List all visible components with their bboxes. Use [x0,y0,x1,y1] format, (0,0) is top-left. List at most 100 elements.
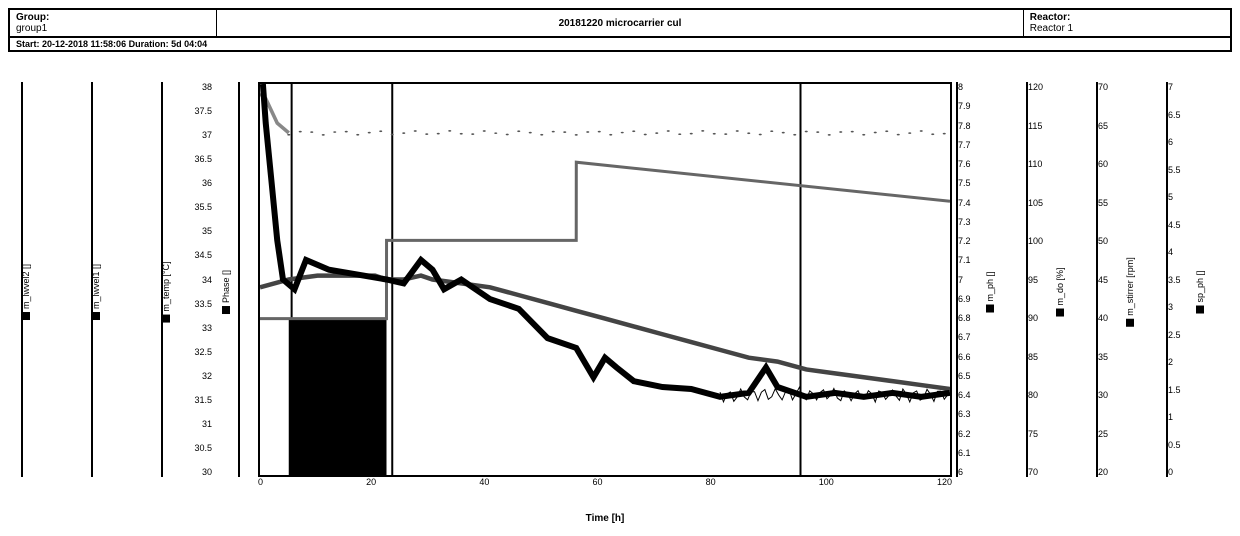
axis-label: m_stirrer [rpm] [1125,257,1135,327]
tick-label: 120 [1028,82,1043,92]
tick-label: 85 [1028,352,1043,362]
start-duration-bar: Start: 20-12-2018 11:58:06 Duration: 5d … [8,38,1232,52]
tick-label: 60 [1098,159,1108,169]
tick-label: 6.5 [1168,110,1181,120]
tick-label: 31.5 [194,395,212,405]
tick-label: 37 [194,130,212,140]
tick-label: 6.2 [958,429,971,439]
tick-label: 7.7 [958,140,971,150]
tick-label: 5 [1168,192,1181,202]
x-tick: 40 [479,477,489,502]
axis-label: m_lwvel2 [] [21,264,31,320]
tick-label: 100 [1028,236,1043,246]
tick-label: 6 [1168,137,1181,147]
tick-label: 0.5 [1168,440,1181,450]
axis-label: m_temp [°C] [161,261,171,322]
tick-label: 8 [958,82,971,92]
x-axis-ticks: 020406080100120 [258,477,952,502]
tick-label: 50 [1098,236,1108,246]
tick-label: 90 [1028,313,1043,323]
x-tick: 120 [937,477,952,502]
tick-label: 38 [194,82,212,92]
x-tick: 20 [366,477,376,502]
plot-area [258,82,952,477]
tick-label: 6 [958,467,971,477]
axis-spph: sp_ph [] 7 6.5 6 5.5 5 4.5 4 3.5 3 2.5 2 1.5 1 0.5 0 [1162,82,1232,502]
tick-label: 65 [1098,121,1108,131]
axis-label: m_ph [] [985,271,995,312]
tick-label: 115 [1028,121,1043,131]
tick-label: 3.5 [1168,275,1181,285]
tick-label: 30.5 [194,443,212,453]
page-title: 20181220 microcarrier cul [217,9,1024,37]
tick-label: 75 [1028,429,1043,439]
chart-container: m_lwvel2 []m_lwvel1 []m_temp [°C]3837.53… [8,82,1232,502]
tick-label: 4.5 [1168,220,1181,230]
tick-label: 6.3 [958,409,971,419]
axis-phase: Phase [] [218,82,258,502]
axis-label: m_do [%] [1055,267,1065,316]
tick-label: 7 [1168,82,1181,92]
tick-label: 1.5 [1168,385,1181,395]
tick-label: 34.5 [194,250,212,260]
tick-label: 36 [194,178,212,188]
tick-label: 7.5 [958,178,971,188]
axis-mstirrerrpm: m_stirrer [rpm]7065605550454035302520 [1092,82,1162,502]
tick-label: 7 [958,275,971,285]
x-axis-label: Time [h] [586,513,625,524]
tick-label: 6.8 [958,313,971,323]
legend-square-icon [986,305,994,313]
legend-square-icon [22,312,30,320]
header-table: Group: group1 20181220 microcarrier cul … [8,8,1232,38]
tick-label: 7.6 [958,159,971,169]
tick-label: 3 [1168,302,1181,312]
axis-mph: m_ph []87.97.87.77.67.57.47.37.27.176.96… [952,82,1022,502]
tick-label: 4 [1168,247,1181,257]
group-value: group1 [16,23,47,34]
group-label: Group: [16,12,49,23]
tick-label: 7.8 [958,121,971,131]
reactor-label: Reactor: [1030,12,1071,23]
tick-label: 95 [1028,275,1043,285]
tick-label: 6.1 [958,448,971,458]
tick-label: 45 [1098,275,1108,285]
tick-label: 33 [194,323,212,333]
tick-label: 35.5 [194,202,212,212]
x-tick: 0 [258,477,263,502]
tick-label: 36.5 [194,154,212,164]
tick-label: 5.5 [1168,165,1181,175]
tick-label: 2.5 [1168,330,1181,340]
tick-label: 7.9 [958,101,971,111]
reactor-value: Reactor 1 [1030,23,1073,34]
legend-square-icon [92,312,100,320]
tick-label: 40 [1098,313,1108,323]
tick-label: 6.7 [958,332,971,342]
tick-label: 1 [1168,412,1181,422]
tick-label: 35 [1098,352,1108,362]
legend-square-icon [162,315,170,323]
tick-label: 6.6 [958,352,971,362]
tick-label: 70 [1098,82,1108,92]
tick-label: 20 [1098,467,1108,477]
tick-label: 110 [1028,159,1043,169]
tick-label: 37.5 [194,106,212,116]
tick-label: 6.4 [958,390,971,400]
tick-label: 30 [194,467,212,477]
tick-label: 55 [1098,198,1108,208]
tick-label: 32 [194,371,212,381]
tick-label: 2 [1168,357,1181,367]
tick-label: 31 [194,419,212,429]
axis-label: sp_ph [] [1195,270,1205,313]
tick-label: 80 [1028,390,1043,400]
tick-label: 35 [194,226,212,236]
tick-label: 105 [1028,198,1043,208]
tick-label: 6.9 [958,294,971,304]
tick-label: 6.5 [958,371,971,381]
tick-label: 0 [1168,467,1181,477]
tick-label: 33.5 [194,299,212,309]
axis-mlwvel1: m_lwvel1 [] [78,82,148,502]
tick-label: 7.3 [958,217,971,227]
axis-mtempc: m_temp [°C] 38 37.5 37 36.5 36 35.5 35 34.5 34 33.… [148,82,218,502]
tick-label: 7.4 [958,198,971,208]
tick-label: 34 [194,275,212,285]
